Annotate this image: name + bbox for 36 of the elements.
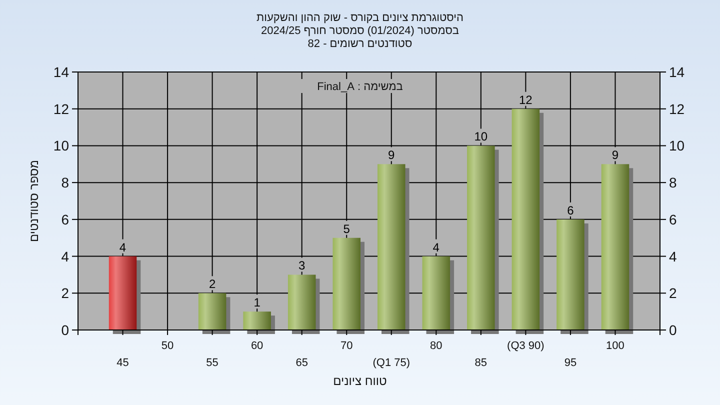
chart-subtitle: בסמסטר (01/2024) סמסטר חורף 2024/25 [260,25,460,37]
data-label: 12 [519,92,533,107]
x-tick-label: 55 [206,357,218,369]
y-tick-label: 12 [53,100,70,117]
y2-tick-label: 2 [669,285,677,302]
x-tick-label: 65 [296,357,308,369]
y2-tick-label: 8 [669,174,677,191]
x-tick-label: 70 [340,340,353,352]
x-tick-label: 100 [606,340,624,352]
y-tick-label: 8 [61,174,70,191]
y2-tick-label: 6 [669,211,677,228]
y2-tick-label: 12 [669,100,685,117]
y-tick-label: 2 [61,285,70,302]
x-tick-label: (Q3 90) [507,340,544,352]
x-tick-label: 85 [474,357,488,369]
y-tick-label: 10 [53,138,70,154]
y2-tick-label: 4 [669,248,677,264]
annotation: במשימה : Final_A [317,81,404,93]
x-axis-title: טווח ציונים [333,374,388,388]
chart-title: היסטוגרמת ציונים בקורס - שוק ההון והשקעות [256,12,464,24]
data-label: 10 [474,130,488,144]
y-tick-label: 6 [61,211,70,228]
y2-tick-label: 14 [669,64,685,80]
x-tick-label: 95 [564,357,577,369]
y-axis-title: מספר סטודנטים [27,160,41,242]
x-tick-label: 80 [430,340,442,352]
x-tick-label: 50 [161,340,174,352]
y-tick-label: 4 [61,248,70,264]
y2-tick-label: 10 [669,138,685,154]
y2-tick-label: 0 [669,322,677,338]
text: סטודנטים רשומים - 82 [308,38,412,50]
y-tick-label: 0 [61,322,70,338]
x-tick-label: 60 [250,340,264,352]
x-tick-label: 45 [116,357,129,369]
y-tick-label: 14 [53,64,70,80]
x-tick-label: (Q1 75) [372,357,410,369]
